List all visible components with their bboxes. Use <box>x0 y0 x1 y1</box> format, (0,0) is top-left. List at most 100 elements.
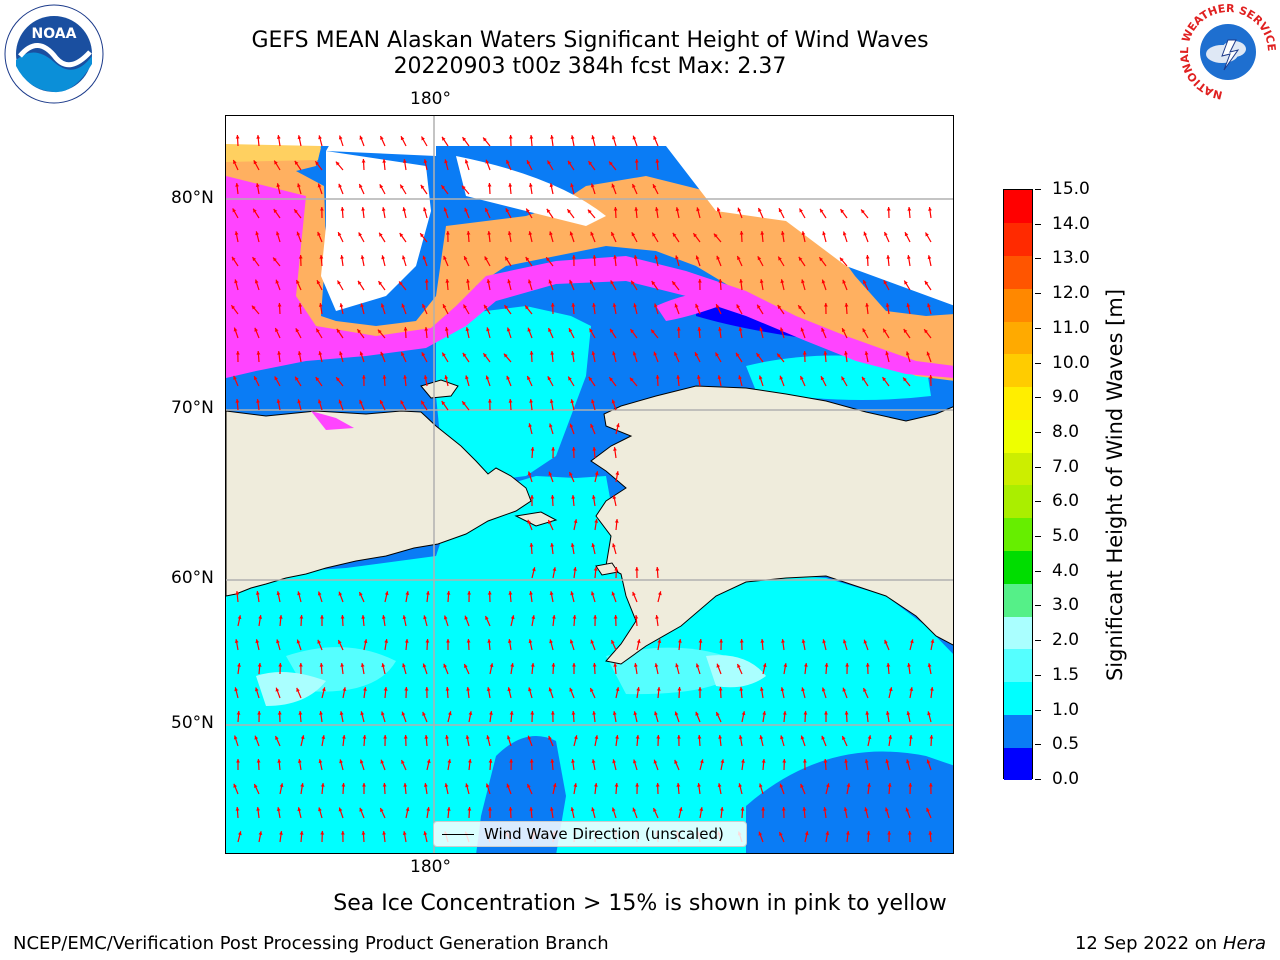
noaa-logo: NOAA <box>4 4 104 104</box>
wind-wave-arrow-head <box>614 519 619 523</box>
wind-wave-arrow-head <box>652 232 656 237</box>
colorbar-tick-label: 6.0 <box>1052 491 1080 512</box>
colorbar-tick-label: 7.0 <box>1052 456 1080 477</box>
wind-wave-arrow-head <box>528 279 532 284</box>
wind-wave-arrow-head <box>718 735 722 739</box>
wind-wave-arrow-head <box>675 663 679 668</box>
wind-wave-arrow-head <box>820 376 825 381</box>
sea-ice-pink-coast <box>311 411 354 430</box>
wind-wave-arrow-head <box>615 735 619 739</box>
wind-wave-arrow-head <box>632 591 636 596</box>
wind-wave-arrow-head <box>719 639 723 643</box>
wind-wave-arrow-head <box>319 711 323 715</box>
wind-wave-arrow-head <box>696 375 701 379</box>
wind-wave-arrow-head <box>611 591 616 596</box>
wind-wave-arrow-head <box>885 807 889 812</box>
wind-wave-arrow-head <box>506 375 510 380</box>
legend-line-swatch <box>442 834 474 835</box>
sea-ice-yellow-top <box>226 144 321 162</box>
wind-wave-arrow-head <box>402 255 406 260</box>
wind-wave-arrow-head <box>316 280 321 285</box>
wind-wave-arrow-head <box>442 136 446 141</box>
wind-wave-arrow-head <box>257 663 262 667</box>
wind-wave-arrow-head <box>611 183 616 188</box>
wind-wave-arrow-head <box>588 161 593 166</box>
wind-wave-arrow-head <box>462 137 467 142</box>
wind-wave-arrow-head <box>572 255 576 259</box>
wind-wave-arrow-head <box>885 351 889 356</box>
colorbar-title: Significant Height of Wind Waves [m] <box>1103 288 1127 682</box>
wind-wave-arrow-head <box>821 327 825 332</box>
wind-wave-arrow-head <box>276 135 281 139</box>
wind-wave-arrow-head <box>780 735 784 740</box>
wind-wave-arrow-head <box>318 807 322 812</box>
wind-wave-arrow-head <box>341 831 345 835</box>
wind-wave-arrow-head <box>780 279 785 284</box>
wind-wave-arrow-head <box>632 135 637 140</box>
wind-wave-arrow-head <box>441 401 446 405</box>
legend-label: Wind Wave Direction (unscaled) <box>484 825 724 843</box>
footer-org: NCEP/EMC/Verification Post Processing Pr… <box>13 933 609 954</box>
wind-wave-arrow-head <box>274 376 278 381</box>
wind-wave-arrow-head <box>362 375 366 379</box>
wind-wave-arrow-head <box>634 615 639 619</box>
wind-wave-arrow-head <box>526 208 530 213</box>
wind-wave-arrow-head <box>657 639 662 643</box>
wind-wave-arrow-head <box>738 735 743 739</box>
wind-wave-arrow-head <box>509 759 513 763</box>
lon-label-bottom: 180° <box>410 857 451 877</box>
wind-wave-arrow-head <box>632 807 637 812</box>
wind-wave-arrow-head <box>592 663 597 667</box>
wind-wave-arrow-head <box>548 328 552 332</box>
wind-wave-arrow-head <box>886 207 891 211</box>
wind-wave-arrow-head <box>532 567 536 572</box>
wind-wave-arrow-head <box>821 735 825 740</box>
sea-ice-pink-band <box>226 176 953 378</box>
wind-wave-arrow-head <box>609 161 613 166</box>
colorbar-segment <box>1004 747 1032 781</box>
wind-wave-arrow-head <box>573 783 578 787</box>
wind-wave-arrow-head <box>505 208 510 213</box>
wind-wave-arrow-head <box>296 639 301 644</box>
wind-wave-arrow-head <box>758 208 762 212</box>
wind-wave-arrow-head <box>801 279 805 284</box>
wind-wave-arrow-head <box>423 159 428 164</box>
colorbar-tick-label: 1.0 <box>1052 699 1080 720</box>
wind-wave-arrow-head <box>504 305 509 310</box>
wind-wave-arrow-head <box>571 711 576 715</box>
wind-wave-arrow-head <box>694 352 699 357</box>
wind-wave-arrow-head <box>843 807 848 811</box>
wind-wave-arrow-head <box>823 807 827 811</box>
wind-wave-arrow-head <box>422 663 427 668</box>
wind-wave-arrow-head <box>887 831 891 835</box>
wind-wave-arrow-head <box>678 807 683 812</box>
wind-wave-arrow-head <box>507 687 512 692</box>
wind-wave-arrow-head <box>320 783 325 787</box>
colorbar-segment <box>1004 255 1032 289</box>
wind-wave-arrow-head <box>254 784 258 788</box>
wind-wave-arrow-head <box>591 495 596 499</box>
wind-wave-arrow-head <box>510 663 515 667</box>
wind-wave-arrow-head <box>403 735 408 739</box>
wind-wave-arrow-head <box>800 376 804 380</box>
wind-wave-arrow-head <box>507 735 511 740</box>
wind-wave-arrow-head <box>380 400 384 405</box>
wind-wave-arrow-head <box>552 615 556 619</box>
wind-wave-arrow-head <box>552 783 557 788</box>
wind-wave-arrow-head <box>235 591 240 595</box>
wind-wave-arrow-head <box>381 711 385 716</box>
wind-wave-arrow-head <box>720 807 724 811</box>
wind-wave-arrow-head <box>337 280 341 285</box>
wind-wave-arrow-head <box>297 807 302 812</box>
wind-wave-arrow-head <box>258 615 263 619</box>
wind-wave-arrow-head <box>300 735 305 740</box>
wind-wave-arrow-head <box>570 807 575 812</box>
wind-wave-arrow-head <box>571 495 576 499</box>
wind-wave-arrow-head <box>695 255 700 260</box>
wind-wave-arrow-head <box>739 639 744 643</box>
wind-wave-arrow-head <box>757 304 761 309</box>
wind-wave-arrow-head <box>551 663 556 667</box>
colorbar-tick-mark <box>1035 536 1041 538</box>
wind-wave-arrow-head <box>760 231 765 235</box>
wind-wave-arrow-head <box>403 783 408 787</box>
